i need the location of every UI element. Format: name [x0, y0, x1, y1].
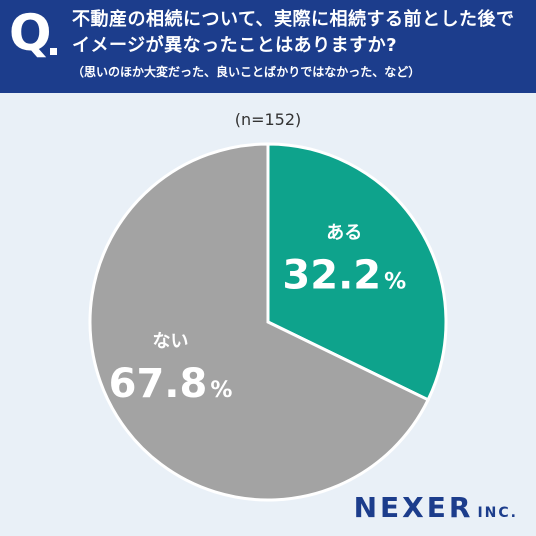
slice-no-category-label: ない: [153, 331, 189, 352]
slice-yes-value-label: 32.2%: [282, 252, 406, 298]
question-line-1: 不動産の相続について、実際に相続する前とした後で: [72, 9, 515, 30]
slice-yes-category-label: ある: [326, 222, 362, 243]
question-note: （思いのほか大変だった、良いことばかりではなかった、など）: [72, 65, 421, 79]
nexer-logo: NEXER INC.: [354, 494, 518, 522]
slice-no-value-label: 67.8%: [109, 361, 233, 407]
slice-no: [88, 142, 431, 502]
logo-name: NEXER: [353, 491, 474, 524]
logo-suffix: INC.: [477, 505, 518, 521]
q-dot-decoration: [50, 48, 57, 55]
q-mark: Q: [9, 4, 52, 62]
slice-yes: [266, 142, 448, 402]
question-header: Q 不動産の相続について、実際に相続する前とした後で イメージが異なったことはあ…: [0, 0, 536, 93]
sample-size: (n=152): [234, 110, 302, 129]
question-line-2: イメージが異なったことはありますか?: [72, 35, 398, 56]
